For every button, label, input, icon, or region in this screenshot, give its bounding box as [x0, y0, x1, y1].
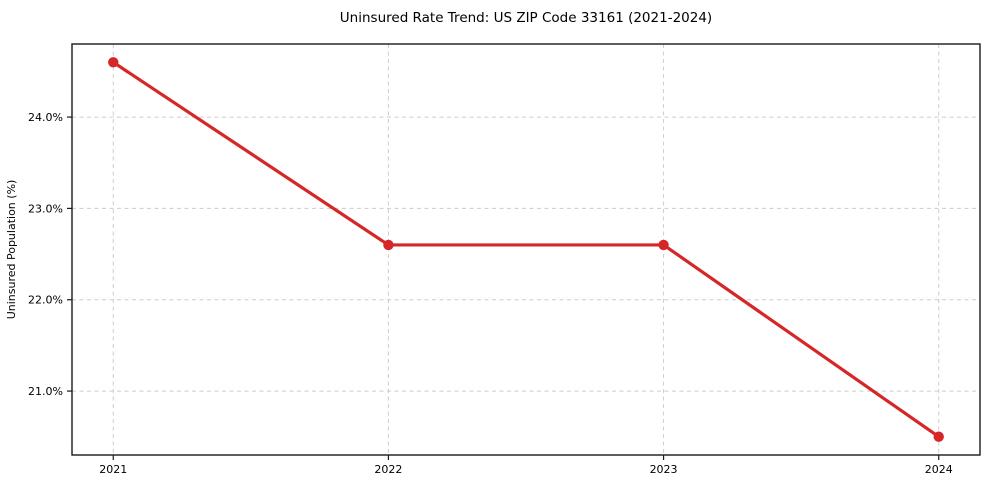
x-tick-label: 2021: [99, 463, 127, 476]
y-axis-label: Uninsured Population (%): [5, 180, 18, 320]
y-tick-label: 21.0%: [28, 385, 63, 398]
x-tick-label: 2022: [374, 463, 402, 476]
plot-area: 2021 2022 2023 2024 21.0% 22.0% 23.0% 24.0%: [28, 43, 981, 476]
y-tick-label: 24.0%: [28, 111, 63, 124]
y-tick-label: 22.0%: [28, 294, 63, 307]
chart-title: Uninsured Rate Trend: US ZIP Code 33161 …: [340, 10, 712, 26]
data-point-marker: [933, 431, 944, 442]
data-point-marker: [383, 239, 394, 251]
data-point-marker: [658, 239, 669, 251]
trend-line: [111, 60, 941, 439]
x-tick-label: 2023: [650, 463, 678, 476]
data-point-marker: [108, 57, 119, 68]
plot-border: [71, 43, 981, 456]
x-tick-label: 2024: [925, 463, 953, 476]
y-tick-label: 23.0%: [28, 202, 63, 215]
